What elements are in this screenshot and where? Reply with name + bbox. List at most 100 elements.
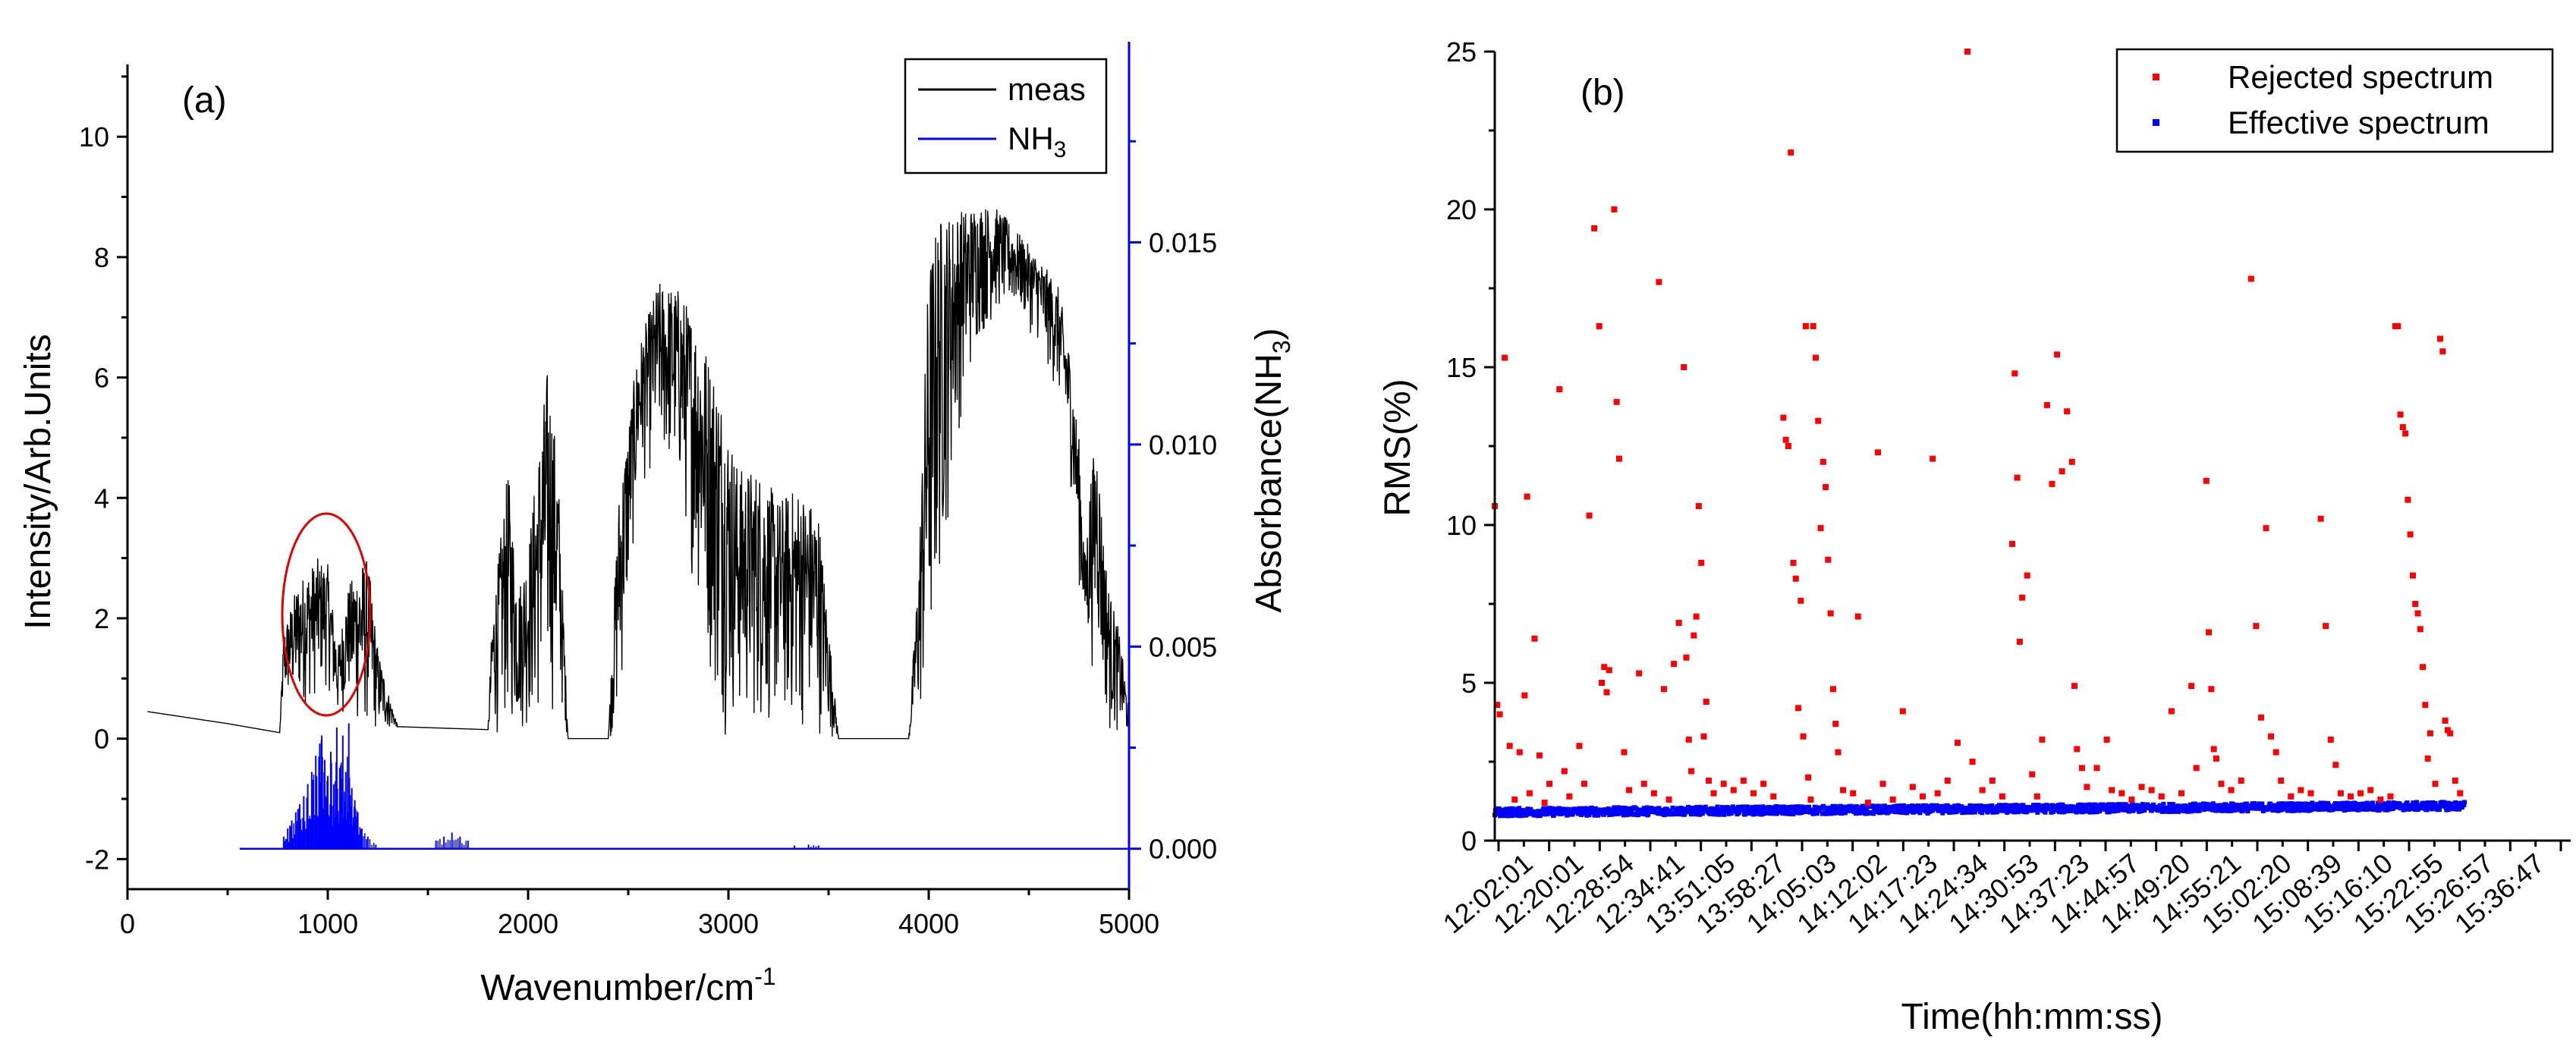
effective-point bbox=[2436, 806, 2442, 812]
rejected-point bbox=[1802, 322, 1809, 329]
rejected-point bbox=[1681, 364, 1687, 370]
effective-point bbox=[2112, 805, 2117, 810]
rejected-point bbox=[1698, 559, 1705, 566]
effective-point bbox=[1777, 804, 1782, 810]
rejected-point bbox=[1835, 749, 1842, 756]
rejected-point bbox=[1788, 149, 1794, 156]
rejected-point bbox=[2288, 793, 2294, 800]
rejected-point bbox=[2357, 790, 2364, 797]
rejected-point bbox=[1795, 705, 1802, 712]
effective-point bbox=[2068, 803, 2074, 809]
rejected-point bbox=[1999, 793, 2005, 800]
effective-point bbox=[1635, 813, 1640, 818]
effective-point bbox=[1509, 813, 1514, 819]
effective-point bbox=[1582, 811, 1587, 816]
effective-point bbox=[2090, 810, 2096, 815]
effective-point bbox=[2087, 802, 2092, 807]
rejected-point bbox=[1621, 749, 1628, 756]
effective-point bbox=[2050, 810, 2055, 815]
effective-point bbox=[2279, 807, 2284, 813]
rejected-point bbox=[1591, 225, 1598, 231]
effective-point bbox=[1844, 809, 1849, 814]
effective-point bbox=[2204, 802, 2210, 807]
a-right-tick-label: 0.015 bbox=[1149, 227, 1217, 258]
effective-point bbox=[1904, 810, 1910, 816]
effective-point bbox=[2307, 802, 2312, 807]
rejected-point bbox=[1934, 790, 1941, 797]
effective-point bbox=[1746, 806, 1751, 812]
effective-point bbox=[1518, 807, 1523, 813]
effective-point bbox=[1999, 803, 2005, 808]
rejected-point bbox=[2049, 480, 2055, 487]
a-y-tick-label: 6 bbox=[94, 363, 109, 394]
effective-point bbox=[2137, 803, 2142, 809]
rejected-point bbox=[1874, 449, 1881, 456]
b-y-tick-label: 20 bbox=[1446, 194, 1477, 225]
effective-point bbox=[1519, 813, 1524, 819]
effective-point bbox=[1664, 806, 1669, 812]
effective-point bbox=[1796, 804, 1801, 810]
effective-point bbox=[2210, 801, 2216, 806]
effective-point bbox=[1877, 810, 1882, 816]
rejected-point bbox=[2064, 408, 2071, 415]
effective-point bbox=[2097, 806, 2103, 812]
legend-meas-label: meas bbox=[1008, 71, 1086, 107]
effective-point bbox=[1831, 808, 1836, 813]
effective-point bbox=[2011, 810, 2017, 815]
effective-point bbox=[1829, 810, 1835, 816]
a-right-tick-label: 0.010 bbox=[1149, 429, 1217, 461]
rejected-point bbox=[1825, 556, 1832, 563]
effective-point bbox=[2442, 801, 2448, 806]
a-y-axis-label: Intensity/Arb.Units bbox=[18, 334, 58, 629]
a-y-tick-label: 2 bbox=[94, 603, 109, 634]
a-x-tick-label: 1000 bbox=[297, 908, 358, 939]
nh3-series bbox=[239, 723, 1129, 850]
rejected-point bbox=[1930, 455, 1936, 462]
rejected-point bbox=[1703, 698, 1709, 705]
chart-b: 0 5 10 15 20 25 12:02:0112:20:0112:28:5412:34… bbox=[1378, 36, 2571, 1037]
effective-point bbox=[2444, 807, 2449, 813]
rejected-point bbox=[2078, 765, 2085, 772]
effective-point bbox=[2364, 800, 2370, 806]
rejected-point bbox=[1700, 733, 1707, 740]
rejected-point bbox=[2168, 708, 2175, 715]
rejected-point bbox=[1817, 525, 1824, 532]
effective-point bbox=[1675, 806, 1680, 811]
rejected-point bbox=[2317, 515, 2324, 522]
b-legend: Rejected spectrum Effective spectrum bbox=[2115, 48, 2554, 153]
a-x-ticks: 0 1000 2000 3000 4000 5000 bbox=[120, 889, 1159, 939]
rejected-point bbox=[2208, 686, 2215, 693]
effective-point bbox=[1728, 811, 1734, 816]
effective-point bbox=[1621, 813, 1626, 818]
rejected-point bbox=[2093, 765, 2100, 772]
effective-point bbox=[1895, 804, 1901, 810]
a-y-tick-label: 8 bbox=[94, 242, 109, 273]
rejected-point bbox=[1782, 436, 1789, 443]
effective-point bbox=[2097, 809, 2103, 814]
rejected-point bbox=[1854, 613, 1861, 620]
rejected-point bbox=[2323, 623, 2329, 630]
effective-point bbox=[1700, 811, 1705, 816]
effective-point bbox=[1754, 809, 1760, 814]
effective-point bbox=[2244, 801, 2249, 806]
effective-point bbox=[2107, 809, 2112, 814]
rejected-point bbox=[1586, 512, 1593, 519]
effective-point bbox=[1917, 810, 1923, 816]
effective-point bbox=[2050, 803, 2055, 808]
rejected-point bbox=[1720, 781, 1727, 788]
rejected-point bbox=[1685, 736, 1692, 743]
effective-point bbox=[1679, 812, 1684, 817]
effective-point bbox=[1503, 810, 1508, 816]
effective-point bbox=[1907, 804, 1912, 810]
rejected-point bbox=[2178, 790, 2185, 797]
effective-point bbox=[1709, 806, 1714, 811]
rejected-point bbox=[1683, 654, 1690, 661]
effective-point bbox=[1625, 812, 1630, 817]
a-right-tick-label: 0.005 bbox=[1149, 631, 1217, 662]
b-y-axis-label: RMS(%) bbox=[1378, 379, 1418, 516]
effective-point bbox=[2462, 800, 2467, 805]
rejected-point bbox=[2016, 638, 2023, 645]
effective-point bbox=[2322, 806, 2327, 812]
a-y-ticks: -2 0 2 4 6 8 10 bbox=[79, 75, 127, 875]
effective-point bbox=[1911, 810, 1916, 815]
